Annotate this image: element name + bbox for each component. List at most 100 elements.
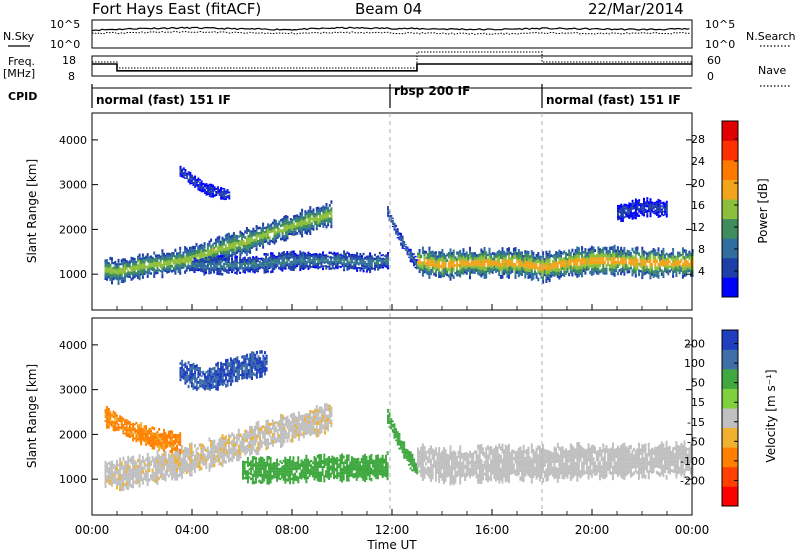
heat-cell [242,433,245,436]
heat-cell [222,267,225,270]
heat-cell [393,224,396,226]
heat-cell [287,470,290,473]
heat-cell [369,255,372,258]
heat-cell [138,270,141,274]
heat-cell [200,190,203,193]
heat-cell [207,188,210,190]
heat-cell [395,224,398,226]
heat-cell [563,263,566,267]
heat-cell [327,218,330,221]
heat-cell [207,193,210,195]
heat-cell [636,200,639,203]
heat-cell [313,262,316,265]
heat-cell [654,256,657,260]
heat-cell [457,270,460,274]
heat-cell [550,266,553,269]
heat-cell [305,461,308,466]
heat-cell [213,265,216,268]
heat-cell [250,235,253,238]
heat-cell [323,422,326,427]
heat-cell [377,268,380,271]
heat-cell [298,472,301,476]
heat-cell [602,264,605,268]
heat-cell [288,221,291,224]
heat-cell [124,476,126,480]
heat-cell [498,272,501,277]
heat-cell [226,233,229,237]
heat-cell [193,465,196,470]
heat-cell [187,254,190,257]
heat-cell [284,257,287,260]
heat-cell [387,267,389,270]
heat-cell [276,429,279,432]
heat-cell [271,221,274,225]
heat-cell [280,422,282,427]
heat-cell [617,215,619,219]
heat-cell [247,228,250,232]
heat-cell [300,267,303,270]
heat-cell [197,254,200,257]
heat-cell [208,258,211,262]
heat-cell [107,272,110,275]
heat-cell [151,468,154,472]
heat-cell [294,427,297,430]
heat-cell [169,267,172,270]
heat-cell [223,250,226,253]
heat-cell [207,191,210,193]
heat-cell [630,210,632,212]
heat-cell [628,202,631,205]
heat-cell [228,191,231,193]
heat-cell [206,263,209,267]
heat-cell [278,257,281,260]
heat-cell [193,246,196,249]
heat-cell [200,460,203,464]
heat-cell [409,253,412,256]
heat-cell [193,269,196,271]
heat-cell [284,263,287,266]
heat-cell [130,460,133,465]
heat-cell [343,266,346,269]
heat-cell [137,465,139,469]
heat-cell [268,242,271,246]
heat-cell [310,472,313,476]
heat-cell [472,260,475,263]
heat-cell [456,251,458,255]
heat-cell [297,222,300,225]
heat-cell [367,257,370,260]
heat-cell [369,262,372,266]
heat-cell [328,217,331,221]
heat-cell [662,263,665,267]
heat-cell [130,472,133,477]
heat-cell [417,260,419,264]
heat-cell [271,254,274,258]
heat-cell [218,249,221,253]
heat-cell [190,450,193,456]
heat-cell [187,179,190,182]
heat-cell [495,255,497,259]
heat-cell [292,459,295,464]
heat-cell [335,264,337,267]
heat-cell [683,273,686,277]
heat-cell [516,268,519,272]
heat-cell [245,245,248,249]
heat-cell [295,467,298,470]
heat-cell [221,245,224,249]
heat-cell [594,257,597,261]
heat-cell [117,474,120,478]
heat-cell [242,269,245,271]
heat-cell [245,430,248,434]
heat-cell [323,260,326,263]
heat-cell [156,271,159,275]
heat-cell [128,271,131,274]
heat-cell [599,270,601,274]
heat-cell [229,243,232,247]
heat-cell [270,265,272,268]
heat-cell [425,250,428,254]
heat-cell [234,256,237,259]
heat-cell [294,418,297,422]
heat-cell [323,206,326,209]
heat-cell [124,261,126,265]
heat-cell [292,480,295,485]
heat-cell [491,268,494,272]
heat-cell [660,263,663,267]
